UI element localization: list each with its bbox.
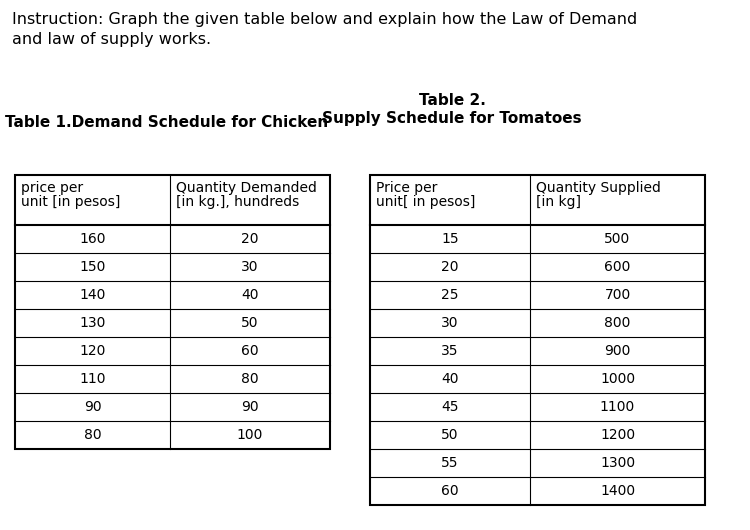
Text: 100: 100 bbox=[237, 428, 263, 442]
Text: 35: 35 bbox=[441, 344, 459, 358]
Text: Price per: Price per bbox=[376, 181, 437, 195]
Bar bbox=[15, 175, 330, 449]
Text: 160: 160 bbox=[80, 232, 106, 246]
Text: 15: 15 bbox=[441, 232, 459, 246]
Text: 80: 80 bbox=[242, 372, 259, 386]
Text: unit[ in pesos]: unit[ in pesos] bbox=[376, 195, 476, 209]
Text: 25: 25 bbox=[441, 288, 459, 302]
Text: 45: 45 bbox=[441, 400, 459, 414]
Text: [in kg]: [in kg] bbox=[536, 195, 581, 209]
Text: 1000: 1000 bbox=[600, 372, 635, 386]
Text: 40: 40 bbox=[242, 288, 259, 302]
Text: price per: price per bbox=[21, 181, 83, 195]
Text: Supply Schedule for Tomatoes: Supply Schedule for Tomatoes bbox=[322, 111, 582, 126]
Text: unit [in pesos]: unit [in pesos] bbox=[21, 195, 120, 209]
Text: Table 2.: Table 2. bbox=[419, 93, 485, 108]
Text: 20: 20 bbox=[242, 232, 259, 246]
Text: 600: 600 bbox=[604, 260, 631, 274]
Text: Quantity Demanded: Quantity Demanded bbox=[176, 181, 316, 195]
Text: 110: 110 bbox=[80, 372, 106, 386]
Text: and law of supply works.: and law of supply works. bbox=[12, 32, 211, 47]
Text: 1400: 1400 bbox=[600, 484, 635, 498]
Text: 90: 90 bbox=[242, 400, 259, 414]
Text: 900: 900 bbox=[604, 344, 631, 358]
Text: 150: 150 bbox=[80, 260, 106, 274]
Text: 40: 40 bbox=[441, 372, 459, 386]
Text: 120: 120 bbox=[80, 344, 106, 358]
Text: Instruction: Graph the given table below and explain how the Law of Demand: Instruction: Graph the given table below… bbox=[12, 12, 638, 27]
Text: 800: 800 bbox=[604, 316, 631, 330]
Text: 60: 60 bbox=[441, 484, 459, 498]
Text: 140: 140 bbox=[80, 288, 106, 302]
Text: 1100: 1100 bbox=[600, 400, 635, 414]
Text: 130: 130 bbox=[80, 316, 106, 330]
Text: 90: 90 bbox=[84, 400, 101, 414]
Text: 55: 55 bbox=[441, 456, 459, 470]
Text: 700: 700 bbox=[604, 288, 631, 302]
Text: 500: 500 bbox=[604, 232, 631, 246]
Text: 1300: 1300 bbox=[600, 456, 635, 470]
Text: 60: 60 bbox=[242, 344, 259, 358]
Text: 30: 30 bbox=[242, 260, 259, 274]
Text: 50: 50 bbox=[242, 316, 259, 330]
Text: 50: 50 bbox=[441, 428, 459, 442]
Text: 80: 80 bbox=[84, 428, 101, 442]
Text: [in kg.], hundreds: [in kg.], hundreds bbox=[176, 195, 299, 209]
Text: 30: 30 bbox=[441, 316, 459, 330]
Bar bbox=[370, 175, 705, 505]
Text: 20: 20 bbox=[441, 260, 459, 274]
Text: Table 1.Demand Schedule for Chicken: Table 1.Demand Schedule for Chicken bbox=[5, 115, 328, 130]
Text: 1200: 1200 bbox=[600, 428, 635, 442]
Text: Quantity Supplied: Quantity Supplied bbox=[536, 181, 661, 195]
